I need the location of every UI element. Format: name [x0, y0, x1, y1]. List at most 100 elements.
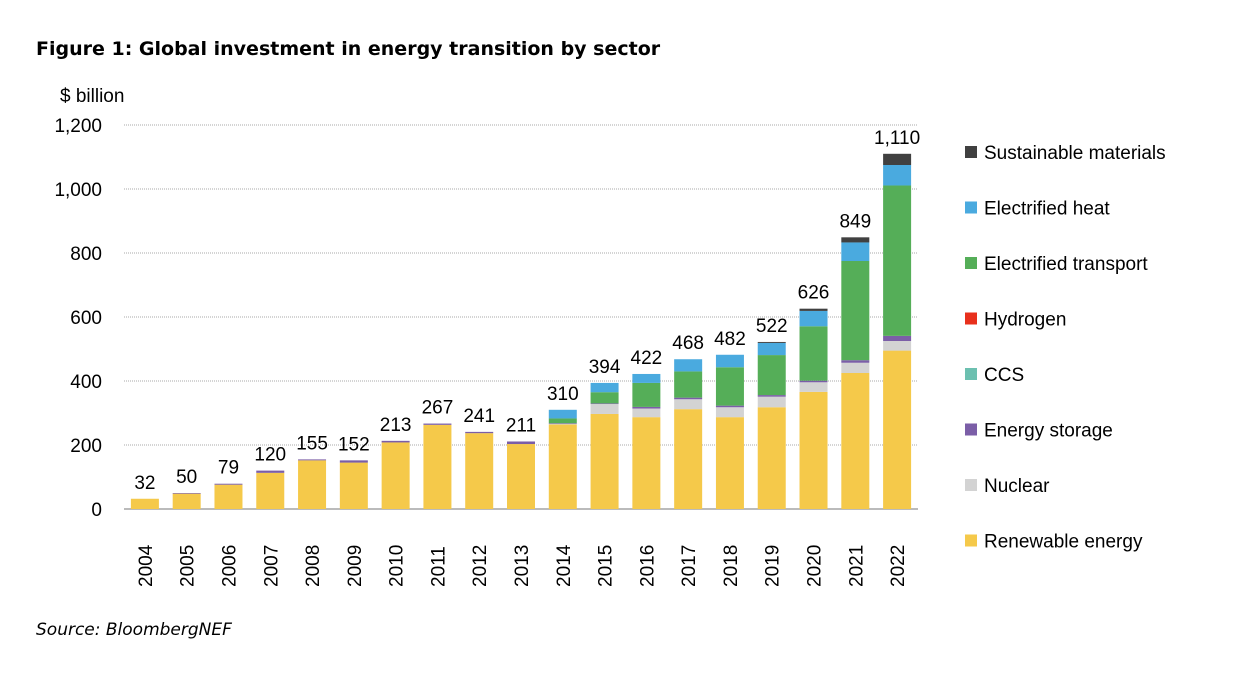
bar-segment-energy-storage: [298, 459, 327, 461]
bar-segment-energy-storage: [841, 360, 870, 363]
legend-swatch: [965, 368, 977, 380]
total-label: 152: [338, 434, 370, 455]
x-tick-label: 2018: [721, 545, 742, 587]
total-label: 626: [798, 283, 830, 304]
bar-segment-renewable-energy: [548, 424, 577, 509]
bar-segment-electrified-transport: [590, 392, 619, 404]
bar-segment-energy-storage: [674, 397, 703, 400]
total-label: 482: [714, 329, 746, 350]
x-tick-label: 2015: [596, 545, 617, 587]
bar-segment-renewable-energy: [674, 409, 703, 509]
bar-segment-electrified-heat: [757, 342, 786, 356]
total-label: 849: [839, 211, 871, 232]
x-tick-label: 2019: [763, 545, 784, 587]
bar-segment-renewable-energy: [715, 417, 744, 509]
bar-segment-energy-storage: [339, 460, 368, 463]
bar-segment-energy-storage: [548, 423, 577, 424]
bar-segment-renewable-energy: [507, 444, 535, 509]
total-label: 422: [631, 348, 663, 369]
bar-segment-energy-storage: [465, 431, 494, 434]
bar-segment-electrified-heat: [799, 310, 828, 327]
bar-segment-renewable-energy: [799, 391, 828, 509]
legend-item: Hydrogen: [965, 310, 1066, 331]
bar-segment-sustainable-materials: [799, 308, 828, 311]
total-label: 50: [176, 467, 197, 488]
legend-swatch: [965, 312, 977, 325]
x-tick-label: 2008: [303, 545, 324, 587]
bar-segment-electrified-heat: [883, 165, 912, 186]
bar-segment-renewable-energy: [172, 493, 201, 509]
total-label: 267: [422, 398, 454, 419]
y-tick-label: 400: [70, 372, 102, 393]
bar-segment-sustainable-materials: [757, 341, 786, 343]
bar-segment-renewable-energy: [339, 462, 368, 509]
legend-swatch: [965, 479, 977, 491]
y-tick-label: 600: [70, 308, 102, 329]
y-tick-label: 800: [70, 244, 102, 265]
bar-segment-nuclear: [632, 408, 661, 418]
bar-segment-energy-storage: [381, 440, 410, 443]
bar-segment-energy-storage: [883, 335, 912, 341]
y-axis-label: $ billion: [60, 86, 124, 107]
bar-segment-electrified-heat: [841, 242, 870, 261]
total-label: 1,110: [874, 128, 920, 149]
source-note: Source: BloombergNEF: [36, 620, 232, 640]
bar-segment-nuclear: [548, 423, 577, 425]
bar-segment-electrified-transport: [841, 261, 870, 361]
y-tick-label: 1,200: [54, 116, 102, 137]
y-tick-label: 0: [91, 500, 102, 521]
bar-segment-sustainable-materials: [841, 237, 870, 243]
bar-segment-nuclear: [715, 407, 744, 418]
legend-item: Nuclear: [965, 476, 1050, 497]
x-tick-label: 2005: [178, 545, 199, 587]
legend-swatch: [965, 146, 977, 158]
figure-title: Figure 1: Global investment in energy tr…: [36, 38, 661, 60]
x-tick-label: 2020: [805, 545, 826, 587]
total-label: 155: [296, 433, 328, 454]
x-tick-label: 2004: [136, 544, 157, 587]
legend-swatch: [965, 201, 977, 214]
bar-segment-electrified-heat: [674, 359, 703, 372]
bar-segment-renewable-energy: [214, 484, 243, 509]
bar-segment-energy-storage: [715, 405, 744, 408]
x-tick-label: 2014: [554, 544, 575, 587]
legend-item: Electrified transport: [965, 254, 1148, 275]
x-tick-label: 2017: [679, 545, 700, 587]
y-tick-label: 1,000: [54, 180, 102, 201]
total-label: 120: [254, 445, 286, 466]
y-tick-label: 200: [70, 436, 102, 457]
x-tick-label: 2011: [428, 546, 449, 587]
bar-segment-electrified-transport: [799, 326, 828, 381]
bar-segment-renewable-energy: [841, 373, 870, 509]
legend-item: CCS: [965, 365, 1024, 386]
x-tick-label: 2009: [345, 545, 366, 587]
legend-item: Electrified heat: [965, 199, 1110, 220]
bar-segment-renewable-energy: [465, 433, 494, 509]
total-label: 241: [463, 406, 495, 427]
bar-segment-electrified-transport: [883, 185, 912, 336]
legend-label: Nuclear: [984, 476, 1050, 497]
bar-segment-energy-storage: [214, 483, 243, 485]
bar-segment-nuclear: [674, 399, 703, 410]
bar-segment-electrified-transport: [674, 371, 703, 398]
legend-label: Renewable energy: [984, 532, 1143, 553]
legend-swatch: [965, 257, 977, 269]
bar-segment-nuclear: [590, 404, 619, 414]
bar-segment-electrified-transport: [548, 418, 577, 424]
bar-segment-electrified-transport: [715, 367, 744, 406]
bar-segment-renewable-energy: [381, 442, 410, 509]
x-tick-label: 2006: [219, 545, 240, 587]
bar-segment-nuclear: [799, 382, 828, 392]
legend-label: Energy storage: [984, 421, 1113, 442]
x-tick-label: 2010: [387, 545, 408, 587]
legend-label: Sustainable materials: [984, 143, 1166, 164]
total-label: 522: [756, 316, 788, 337]
bar-segment-electrified-heat: [548, 409, 577, 419]
total-label: 32: [134, 473, 155, 494]
bar-segment-electrified-heat: [632, 373, 661, 383]
bar-segment-energy-storage: [507, 441, 535, 445]
bar-segment-energy-storage: [172, 493, 201, 494]
x-tick-label: 2022: [888, 545, 909, 587]
bar-segment-renewable-energy: [883, 350, 912, 509]
